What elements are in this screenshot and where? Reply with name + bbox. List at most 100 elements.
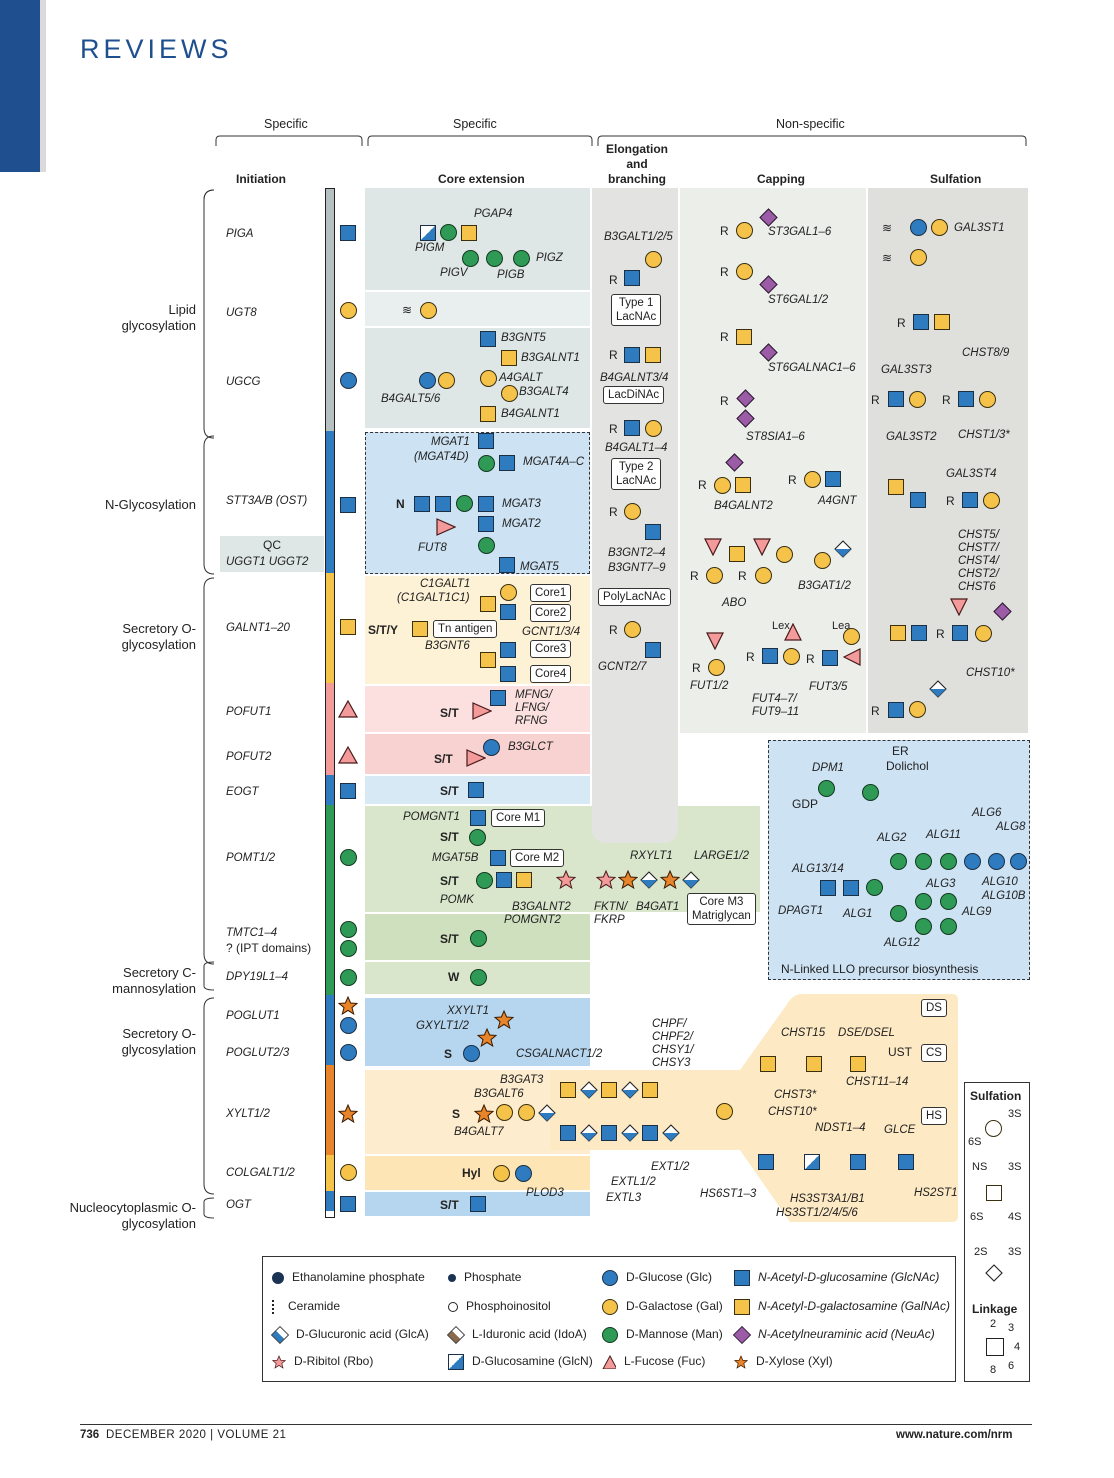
legend-phosphate: Phosphate — [448, 1270, 521, 1284]
sk-ns: NS — [972, 1161, 988, 1173]
galactose-icon — [480, 370, 497, 387]
r-label: R — [720, 224, 729, 238]
colour-strip — [325, 188, 335, 1218]
glcnac-icon — [734, 1270, 750, 1286]
label-chst13: CHST1/3* — [958, 429, 1010, 441]
glca-icon — [621, 1124, 639, 1142]
ribitol-icon — [272, 1354, 286, 1369]
st-label: S/T — [440, 874, 459, 888]
glcnac-icon — [952, 625, 968, 641]
label-chst4: CHST4/ — [958, 555, 999, 567]
enzyme-galnt: GALNT1–20 — [226, 622, 290, 634]
s-label: S — [452, 1107, 461, 1121]
galnac-icon — [934, 314, 950, 330]
ceramide-icon: ≋ — [882, 221, 893, 235]
er-dpm1: DPM1 — [812, 762, 844, 774]
glucose-icon — [340, 372, 357, 389]
label-hs3st3: HS3ST3A1/B1 — [790, 1193, 865, 1205]
glca-icon — [834, 540, 852, 558]
core3-box: Core3 — [530, 640, 572, 658]
st-label: S/T — [434, 752, 453, 766]
glucose-icon — [910, 219, 927, 236]
label-mgat3: MGAT3 — [502, 498, 541, 510]
phosphoinositol-icon — [448, 1301, 458, 1312]
legend-ethanolamine: Ethanolamine phosphate — [272, 1270, 425, 1284]
linkage-square — [986, 1338, 1004, 1356]
r-label: R — [690, 569, 699, 583]
galactose-icon — [985, 1120, 1002, 1137]
label-st3gal: ST3GAL1–6 — [768, 226, 832, 238]
qc-box — [220, 536, 324, 572]
mannose-icon — [915, 893, 932, 910]
galnac-icon — [760, 1056, 776, 1072]
galnac-icon — [480, 406, 496, 422]
panel-colgalt — [365, 1156, 590, 1190]
glcnac-icon — [825, 471, 841, 487]
galactose-icon — [776, 546, 793, 563]
mannose-icon — [456, 495, 473, 512]
label-alg10b: ALG10B — [982, 890, 1026, 902]
ceramide-icon: ≋ — [882, 251, 893, 265]
glcnac-icon — [762, 648, 778, 664]
xylose-icon — [494, 1010, 514, 1029]
st-label: S/T — [440, 932, 459, 946]
enzyme-stt3: STT3A/B (OST) — [226, 495, 308, 507]
label-st6gal: ST6GAL1/2 — [768, 294, 829, 306]
galactose-icon — [714, 477, 731, 494]
label-abo: ABO — [722, 597, 747, 609]
enzyme-pofut1: POFUT1 — [226, 706, 272, 718]
label-b4galnt1: B4GALNT1 — [501, 408, 560, 420]
fucose-icon — [950, 598, 968, 616]
glcnac-icon — [624, 420, 640, 436]
label-pigv: PIGV — [440, 267, 468, 279]
neuac-icon — [732, 1325, 752, 1345]
label-xxylt1: XXYLT1 — [447, 1005, 489, 1017]
label-chst10b: CHST10* — [768, 1106, 817, 1118]
r-label: R — [746, 650, 755, 664]
label-st8sia: ST8SIA1–6 — [746, 431, 805, 443]
glcnac-icon — [888, 702, 904, 718]
r-label: R — [698, 478, 707, 492]
glcnac-icon — [499, 557, 515, 573]
w-label: W — [448, 970, 460, 984]
glcnac-icon — [340, 783, 356, 799]
glcnac-icon — [496, 872, 512, 888]
label-a4galt: A4GALT — [499, 372, 543, 384]
label-chsy3: CHSY3 — [652, 1057, 691, 1069]
category-secretory-oglyc-1: Secretory O-glycosylation — [121, 621, 196, 652]
galactose-icon — [931, 219, 948, 236]
label-chpf2: CHPF2/ — [652, 1031, 693, 1043]
label-pigz: PIGZ — [536, 252, 563, 264]
galnac-icon — [480, 652, 496, 668]
galactose-icon — [645, 420, 662, 437]
glca-icon — [985, 1264, 1003, 1282]
glcnac-icon — [490, 850, 506, 866]
label-alg9: ALG9 — [962, 906, 992, 918]
glcnac-icon — [645, 524, 661, 540]
enzyme-dpy19: DPY19L1–4 — [226, 971, 289, 983]
glucose-icon — [602, 1270, 618, 1286]
xylose-icon — [734, 1354, 748, 1369]
label-alg11: ALG11 — [926, 829, 961, 841]
enzyme-pomt: POMT1/2 — [226, 852, 276, 864]
sk-6s-2: 6S — [970, 1211, 984, 1223]
er-gdp: GDP — [792, 797, 819, 811]
label-b3gnt6: B3GNT6 — [425, 640, 470, 652]
mannose-icon — [478, 537, 495, 554]
glcnac-icon — [500, 642, 516, 658]
glcnac-icon — [911, 625, 927, 641]
galactose-icon — [804, 471, 821, 488]
r-label: R — [720, 330, 729, 344]
header-nonspecific: Non-specific — [776, 117, 845, 131]
core-m3-label: Core M3 — [699, 896, 744, 908]
sk-3s-3: 3S — [1008, 1246, 1022, 1258]
galactose-icon — [983, 492, 1000, 509]
galactose-icon — [843, 628, 860, 645]
galnac-icon — [890, 625, 906, 641]
r-label: R — [738, 569, 747, 583]
header-core-extension: Core extension — [438, 172, 525, 186]
category-brackets — [203, 189, 215, 1219]
core-m1-box: Core M1 — [491, 809, 546, 827]
label-rxylt1: RXYLT1 — [630, 850, 673, 862]
galactose-icon — [518, 1104, 535, 1121]
